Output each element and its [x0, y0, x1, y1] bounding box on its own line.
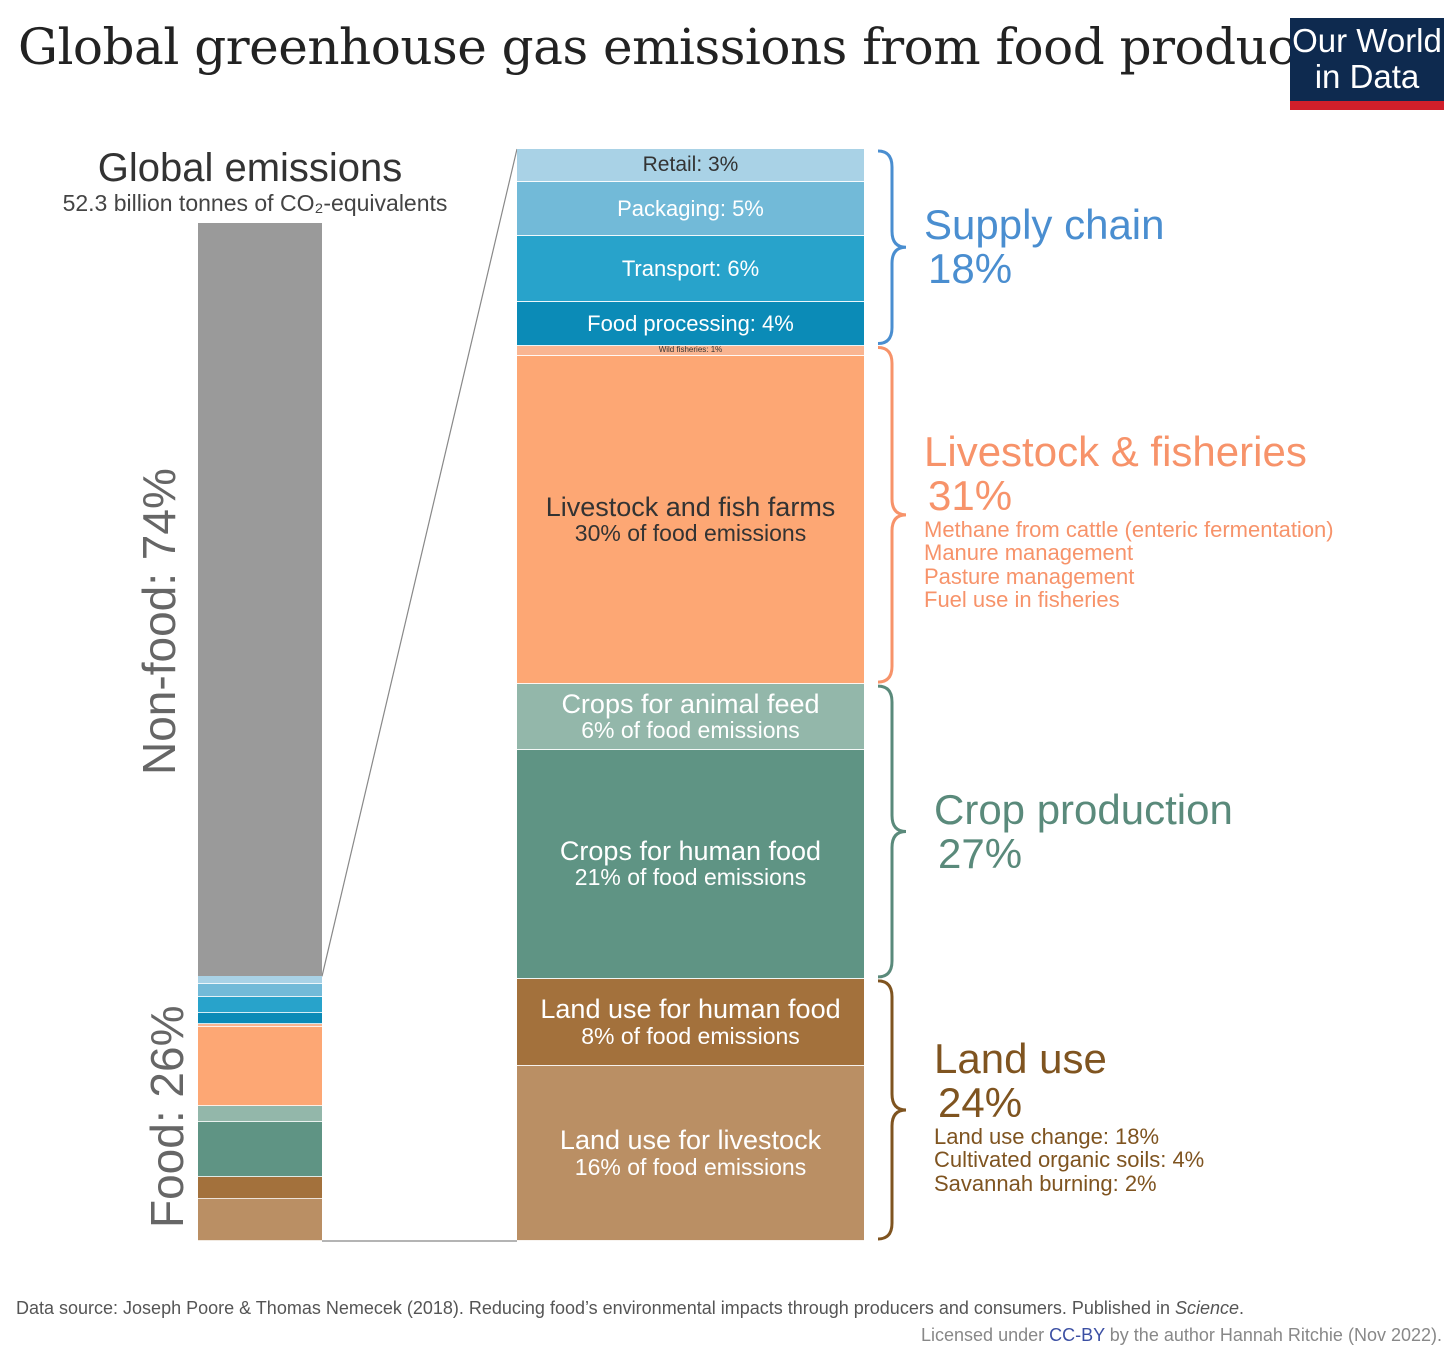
food-mini-segment-food-processing — [198, 1013, 322, 1024]
brace-crops — [877, 684, 907, 979]
group-detail: Pasture management — [924, 563, 1135, 589]
group-percentage: 31% — [928, 471, 1013, 519]
food-mini-segment-livestock-and-fish-farms — [198, 1026, 322, 1106]
segment-packaging: Packaging: 5% — [517, 181, 864, 237]
food-mini-segment-land-use-for-livestock — [198, 1198, 322, 1241]
segment-land-use-for-human-food: Land use for human food 8% of food emissi… — [517, 978, 864, 1067]
segment-label: Wild fisheries: 1% — [658, 345, 723, 355]
group-label-supply: Supply chain 18% — [924, 203, 1165, 291]
group-label-crops: Crop production 27% — [934, 785, 1233, 877]
brace-landuse — [877, 979, 907, 1241]
segment-label: Crops for animal feed — [561, 688, 820, 719]
group-detail: Methane from cattle (enteric fermentatio… — [924, 516, 1334, 542]
logo-line-2: in Data — [1314, 58, 1420, 95]
group-name: Crop production — [934, 785, 1233, 833]
group-detail: Manure management — [924, 540, 1134, 566]
owid-logo[interactable]: Our World in Data — [1290, 18, 1444, 110]
global-emissions-heading: Global emissions — [97, 146, 403, 190]
segment-label: Food processing: 4% — [587, 310, 794, 336]
logo-line-1: Our World — [1292, 22, 1442, 59]
source-text: Data source: Joseph Poore & Thomas Nemec… — [16, 1298, 1175, 1318]
group-detail: Land use change: 18% — [934, 1123, 1160, 1149]
segment-label: Crops for human food — [559, 835, 822, 866]
nonfood-segment — [198, 223, 322, 977]
group-name: Land use — [934, 1034, 1107, 1082]
brace-livestock — [877, 346, 907, 684]
segment-label: Packaging: 5% — [617, 196, 764, 221]
brace-supply — [877, 149, 907, 346]
group-percentage: 27% — [938, 829, 1023, 877]
chart-title: Global greenhouse gas emissions from foo… — [18, 18, 1392, 76]
source-suffix: . — [1239, 1298, 1245, 1318]
segment-crops-for-animal-feed: Crops for animal feed 6% of food emission… — [517, 684, 864, 750]
group-percentage: 18% — [928, 245, 1013, 293]
license-suffix: by the author Hannah Ritchie (Nov 2022). — [1104, 1325, 1442, 1345]
food-mini-segment-land-use-for-human-food — [198, 1177, 322, 1199]
license-note: Licensed under CC-BY by the author Hanna… — [921, 1325, 1442, 1346]
segment-wild-fisheries: Wild fisheries: 1% — [517, 345, 864, 357]
segment-sublabel: 6% of food emissions — [581, 716, 800, 743]
food-mini-segment-wild-fisheries — [198, 1023, 322, 1027]
segment-sublabel: 8% of food emissions — [581, 1022, 800, 1049]
segment-food-processing: Food processing: 4% — [517, 301, 864, 346]
group-detail: Savannah burning: 2% — [934, 1170, 1157, 1196]
group-name: Supply chain — [924, 201, 1165, 249]
segment-label: Land use for livestock — [559, 1125, 822, 1156]
food-mini-segment-crops-for-human-food — [198, 1121, 322, 1178]
segment-crops-for-human-food: Crops for human food 21% of food emission… — [517, 749, 864, 979]
food-mini-segment-packaging — [198, 984, 322, 998]
segment-sublabel: 21% of food emissions — [574, 864, 807, 891]
group-label-livestock: Livestock & fisheries 31% Methane from cat… — [924, 427, 1334, 613]
zoom-line-top — [321, 148, 518, 977]
segment-land-use-for-livestock: Land use for livestock 16% of food emissi… — [517, 1066, 864, 1241]
global-emissions-subheading: 52.3 billion tonnes of CO₂-equivalents — [62, 190, 448, 216]
source-journal: Science — [1174, 1298, 1240, 1318]
logo-accent-bar — [1290, 101, 1444, 110]
group-label-landuse: Land use 24% Land use change: 18% Cultivate… — [934, 1034, 1205, 1196]
food-mini-segment-transport — [198, 997, 322, 1014]
nonfood-share-label: Non-food: 74% — [133, 468, 185, 775]
group-name: Livestock & fisheries — [924, 427, 1307, 475]
group-detail: Fuel use in fisheries — [924, 587, 1120, 613]
segment-sublabel: 30% of food emissions — [574, 520, 807, 547]
segment-label: Land use for human food — [540, 994, 841, 1025]
segment-transport: Transport: 6% — [517, 236, 864, 302]
segment-label: Transport: 6% — [621, 256, 760, 282]
data-source-note: Data source: Joseph Poore & Thomas Nemec… — [16, 1298, 1244, 1319]
cc-by-link[interactable]: CC-BY — [1049, 1325, 1105, 1345]
group-detail: Cultivated organic soils: 4% — [934, 1147, 1205, 1173]
license-prefix: Licensed under — [921, 1325, 1050, 1345]
group-percentage: 24% — [938, 1078, 1023, 1126]
food-mini-segment-crops-for-animal-feed — [198, 1106, 322, 1122]
food-share-label: Food: 26% — [141, 1005, 193, 1228]
segment-label: Livestock and fish farms — [545, 491, 836, 522]
segment-label: Retail: 3% — [642, 152, 739, 176]
segment-sublabel: 16% of food emissions — [574, 1153, 807, 1180]
food-mini-segment-retail — [198, 976, 322, 985]
segment-retail: Retail: 3% — [517, 149, 864, 182]
segment-livestock-and-fish-farms: Livestock and fish farms 30% of food emis… — [517, 356, 864, 685]
